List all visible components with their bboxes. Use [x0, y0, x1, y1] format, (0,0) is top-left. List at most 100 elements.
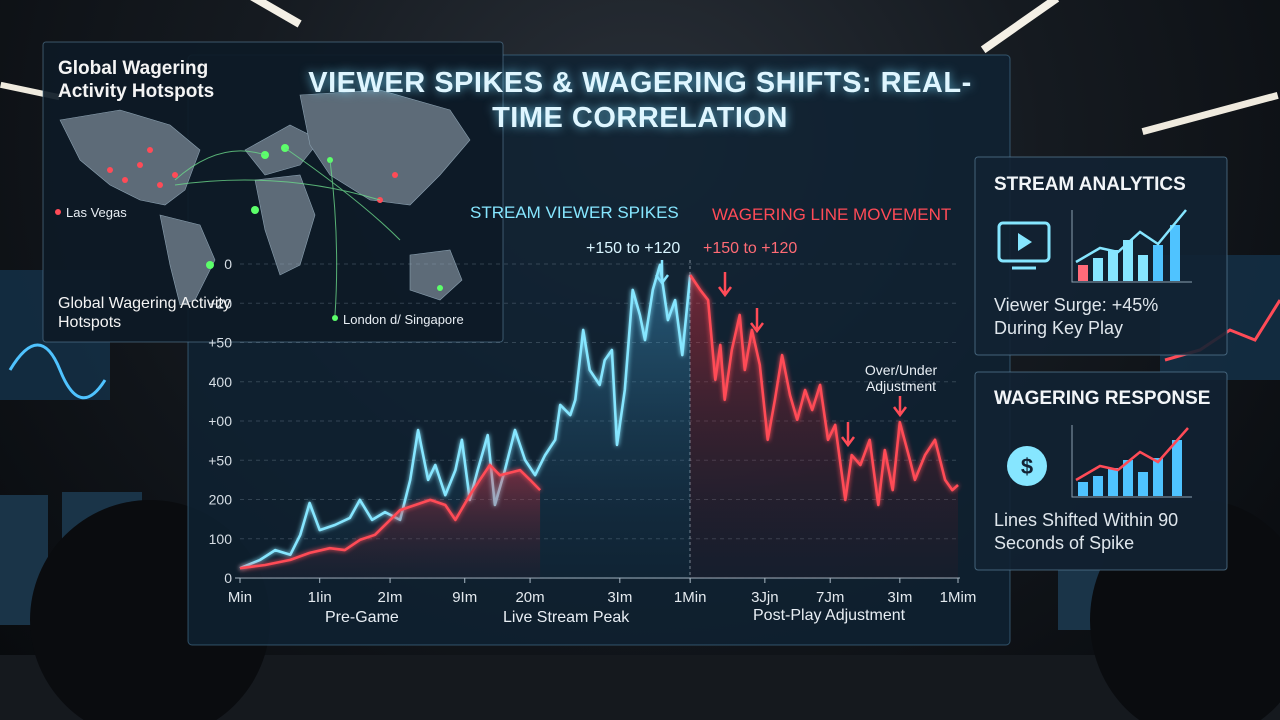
- flow-arc: [329, 159, 338, 316]
- mini-chart: [1071, 209, 1192, 283]
- money-icon: [1007, 446, 1047, 486]
- label-dot: [55, 209, 61, 215]
- arrow: [750, 308, 764, 334]
- panel-title: STREAM ANALYTICS: [994, 174, 1186, 195]
- flow-arcs: [174, 147, 401, 316]
- mini-axis: [1071, 425, 1192, 498]
- map-label: Las Vegas: [66, 205, 127, 220]
- arrow: [841, 422, 855, 448]
- panel-text: Lines Shifted Within 90 Seconds of Spike: [994, 510, 1179, 554]
- wagering-panel: [974, 371, 1228, 571]
- chart-title: VIEWER SPIKES & WAGERING SHIFTS: REAL-TI…: [308, 67, 972, 135]
- mini-trend: [1075, 209, 1187, 264]
- series-line: [689, 274, 959, 507]
- flow-arc: [174, 179, 381, 201]
- hotspot: [157, 182, 163, 188]
- video-icon-play: [1018, 233, 1032, 251]
- continent: [159, 214, 216, 306]
- mini-bar: [1093, 476, 1103, 496]
- hotspot: [107, 167, 113, 173]
- y-tick-label: +20: [208, 295, 232, 311]
- continent: [254, 174, 316, 276]
- continent: [59, 109, 201, 206]
- legend-entry: WAGERING LINE MOVEMENT: [712, 205, 952, 224]
- hotspot: [392, 172, 398, 178]
- panel-text: Viewer Surge: +45% During Key Play: [994, 295, 1159, 339]
- x-tick-label: 20m: [515, 589, 544, 606]
- legend-entry: STREAM VIEWER SPIKES: [470, 203, 679, 222]
- annotation: Over/Under Adjustment: [864, 362, 938, 395]
- mini-bar: [1078, 482, 1088, 496]
- x-tick-label: 3Im: [607, 589, 632, 606]
- x-tick-label: 3Im: [887, 589, 912, 606]
- y-tick-label: +50: [208, 452, 232, 468]
- area: [690, 275, 958, 578]
- mini-bar: [1138, 255, 1148, 281]
- y-tick-label: 200: [209, 492, 233, 508]
- arrow: [893, 396, 907, 418]
- arrow: [718, 272, 732, 298]
- map-caption: Global Wagering Activity Hotspots: [58, 295, 231, 332]
- mini-bar: [1153, 458, 1163, 496]
- mini-bar: [1108, 468, 1118, 496]
- mini-bar: [1078, 265, 1088, 281]
- map-label: London d/ Singapore: [343, 312, 464, 327]
- hotspot: [206, 261, 214, 269]
- hotspot: [137, 162, 143, 168]
- x-tick-label: 1Iin: [308, 589, 332, 606]
- mini-bar: [1108, 250, 1118, 281]
- x-tick-label: 9Im: [452, 589, 477, 606]
- y-tick-label: 0: [224, 256, 232, 272]
- annotation: +150 to +120: [703, 240, 798, 257]
- phase-label: Post-Play Adjustment: [753, 607, 906, 624]
- mini-chart: [1071, 425, 1192, 498]
- map-title: Global Wagering Activity Hotspots: [58, 58, 215, 102]
- series-line: [239, 263, 692, 570]
- y-tick-label: +00: [208, 413, 232, 429]
- ceiling-light: [228, 0, 302, 28]
- x-tick-label: Min: [228, 589, 252, 606]
- money-icon-glyph: $: [1021, 454, 1033, 479]
- annotation: +150 to +120: [586, 240, 681, 257]
- hotspot: [437, 285, 443, 291]
- continent: [409, 249, 463, 301]
- ceiling-light: [1141, 91, 1279, 135]
- y-tick-label: 100: [209, 531, 233, 547]
- mini-bar: [1153, 245, 1163, 281]
- mini-bar: [1123, 240, 1133, 281]
- x-tick-label: 2Im: [378, 589, 403, 606]
- mini-bar: [1093, 258, 1103, 281]
- annotation-arrows: [655, 260, 907, 448]
- x-tick-label: 1Min: [674, 589, 707, 606]
- y-tick-label: 0: [224, 570, 232, 586]
- mini-bar: [1123, 460, 1133, 496]
- flow-arc: [174, 150, 266, 181]
- hotspot: [251, 206, 259, 214]
- bg-monitor-line: [8, 343, 107, 400]
- hotspot: [172, 172, 178, 178]
- y-tick-label: 400: [209, 374, 233, 390]
- x-tick-label: 1Mim: [940, 589, 977, 606]
- hotspot: [122, 177, 128, 183]
- phase-label: Live Stream Peak: [503, 609, 630, 626]
- hotspot: [147, 147, 153, 153]
- analytics-panel: [974, 156, 1228, 356]
- x-tick-label: 7Jm: [816, 589, 844, 606]
- flow-arc: [284, 147, 401, 241]
- y-tick-label: +50: [208, 335, 232, 351]
- panel-title: WAGERING RESPONSE: [994, 388, 1211, 409]
- mini-bar: [1172, 440, 1182, 496]
- x-tick-label: 3Jjn: [751, 589, 779, 606]
- mini-bar: [1138, 472, 1148, 496]
- ceiling-light: [980, 0, 1060, 54]
- mini-trend: [1075, 427, 1189, 482]
- mini-bar: [1170, 225, 1180, 281]
- label-dot: [332, 315, 338, 321]
- area: [240, 264, 691, 578]
- phase-label: Pre-Game: [325, 609, 399, 626]
- video-icon: [997, 221, 1051, 263]
- series-line: [239, 463, 542, 570]
- continent: [299, 89, 471, 206]
